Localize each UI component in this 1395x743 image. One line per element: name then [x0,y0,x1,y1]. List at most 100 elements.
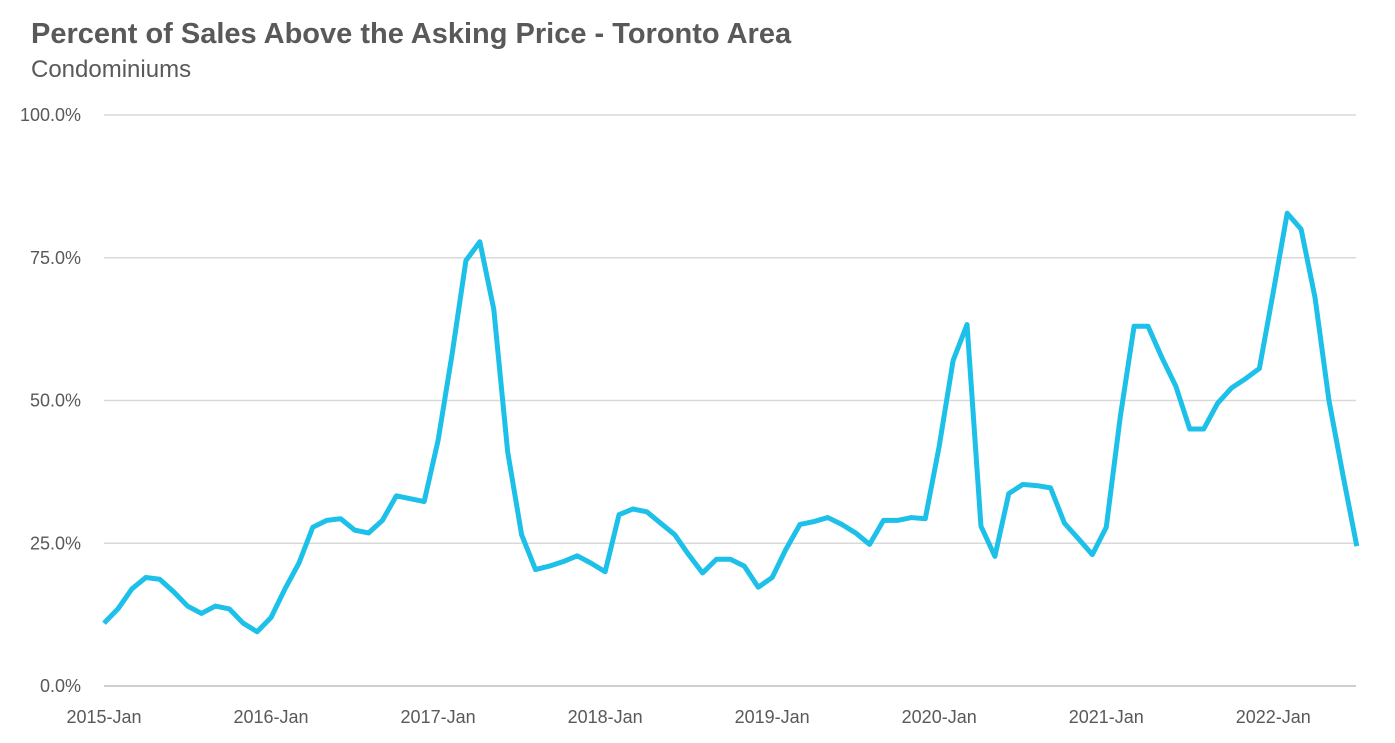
y-tick-label: 50.0% [30,391,81,411]
data-point [116,607,120,611]
data-point [603,570,607,574]
data-point [659,521,663,525]
gridlines [104,114,1356,687]
data-point [1313,296,1317,300]
data-point [1049,486,1053,490]
data-point [895,518,899,522]
data-point [339,517,343,521]
x-tick-label: 2017-Jan [401,707,476,727]
x-tick-label: 2020-Jan [902,707,977,727]
data-point [1202,427,1206,431]
data-point [1188,427,1192,431]
data-point [1327,399,1331,403]
data-point [1007,492,1011,496]
data-point [269,615,273,619]
data-point [158,577,162,581]
data-point [1230,386,1234,390]
x-tick-label: 2019-Jan [735,707,810,727]
data-point [993,554,997,558]
data-point [325,518,329,522]
data-point [241,621,245,625]
data-point [1146,324,1150,328]
data-point [1090,553,1094,557]
data-point [909,516,913,520]
data-point [854,531,858,535]
data-point [520,533,524,537]
data-point [186,604,190,608]
data-point [478,240,482,244]
x-tick-label: 2015-Jan [66,707,141,727]
data-point [965,323,969,327]
data-point [631,507,635,511]
data-point [1132,324,1136,328]
data-point [1062,521,1066,525]
x-tick-label: 2021-Jan [1069,707,1144,727]
x-tick-label: 2022-Jan [1236,707,1311,727]
data-point [199,611,203,615]
data-point [1341,473,1345,477]
x-tick-label: 2016-Jan [234,707,309,727]
y-tick-label: 25.0% [30,533,81,553]
data-point [1118,416,1122,420]
data-point [923,517,927,521]
data-point [575,554,579,558]
data-point [728,557,732,561]
data-point [172,590,176,594]
data-point [840,522,844,526]
data-point [394,494,398,498]
data-point [617,513,621,517]
data-point [979,524,983,528]
data-point [1243,377,1247,381]
data-point [951,359,955,363]
data-point [937,444,941,448]
data-point [645,510,649,514]
data-point [534,568,538,572]
data-point [130,587,134,591]
series-line-0 [102,210,1360,635]
data-point [756,585,760,589]
data-point [408,497,412,501]
data-point [422,500,426,504]
data-point [311,525,315,529]
data-point [714,557,718,561]
data-point [1076,537,1080,541]
x-axis-tick-labels: 2015-Jan 2016-Jan 2017-Jan 2018-Jan 2019-Jan… [66,707,1310,727]
data-point [450,353,454,357]
data-point [589,561,593,565]
data-point [687,553,691,557]
data-point [1271,290,1275,294]
data-point [826,516,830,520]
data-point [561,560,565,564]
chart-title: Percent of Sales Above the Asking Price … [31,18,792,50]
chart-subtitle: Condominiums [31,56,192,83]
data-point [1160,356,1164,360]
data-point [102,621,106,625]
data-point [283,587,287,591]
data-point [297,561,301,565]
data-point [742,564,746,568]
data-point [213,604,217,608]
data-point [255,630,259,634]
data-point [770,576,774,580]
data-point [1216,401,1220,405]
data-point [701,571,705,575]
x-tick-label: 2018-Jan [568,707,643,727]
series-layer [102,210,1360,635]
data-point [144,576,148,580]
y-axis-tick-labels: 0.0% 25.0% 50.0% 75.0% 100.0% [20,105,81,696]
data-point [1355,544,1359,548]
data-point [673,533,677,537]
data-point [1104,525,1108,529]
data-point [227,607,231,611]
data-point [1174,384,1178,388]
data-point [1299,227,1303,231]
data-point [506,450,510,454]
y-tick-label: 100.0% [20,105,81,125]
data-point [812,520,816,524]
y-tick-label: 75.0% [30,248,81,268]
data-point [1035,484,1039,488]
data-point [784,547,788,551]
data-point [882,518,886,522]
data-point [1021,482,1025,486]
